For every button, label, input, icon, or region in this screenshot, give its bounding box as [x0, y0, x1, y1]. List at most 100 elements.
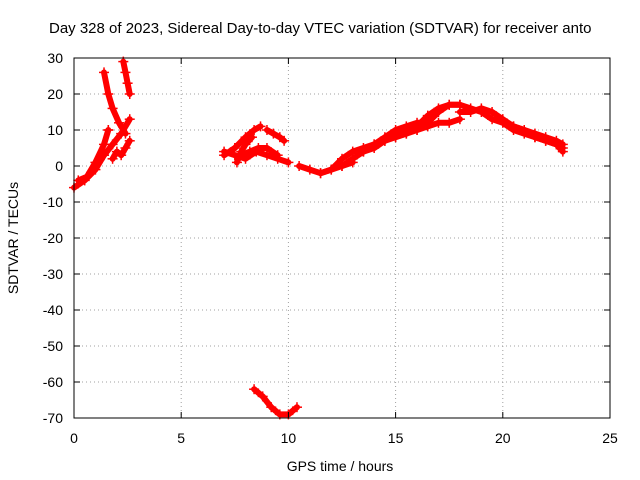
data-point — [255, 121, 266, 132]
data-point — [326, 164, 337, 175]
data-series-arc-18 — [508, 121, 568, 150]
data-point — [266, 402, 277, 413]
y-tick-label: 10 — [47, 122, 63, 138]
data-point — [99, 67, 110, 78]
data-point — [253, 143, 264, 153]
data-point — [120, 128, 131, 139]
data-series-arc-10 — [261, 125, 290, 146]
data-point — [249, 384, 260, 395]
data-point — [283, 157, 294, 168]
data-point — [433, 107, 444, 117]
y-tick-label: -40 — [43, 302, 63, 318]
x-tick-label: 5 — [177, 430, 185, 446]
data-point — [508, 121, 519, 132]
data-point — [124, 114, 135, 125]
data-point — [114, 117, 125, 128]
data-point — [412, 125, 423, 135]
data-point — [103, 125, 114, 135]
y-tick-label: -70 — [43, 410, 63, 426]
data-point — [465, 107, 476, 117]
data-point — [304, 164, 315, 175]
series-line — [264, 127, 288, 144]
data-point — [90, 157, 101, 168]
y-tick-label: -20 — [43, 230, 63, 246]
data-point — [107, 139, 118, 150]
data-point — [291, 402, 302, 413]
data-point — [236, 146, 247, 157]
data-point — [519, 125, 530, 135]
data-point — [107, 103, 118, 114]
data-point — [497, 114, 508, 125]
data-point — [229, 143, 240, 153]
data-point — [347, 153, 358, 164]
data-point — [231, 157, 242, 168]
series-line — [120, 58, 133, 97]
data-point — [124, 89, 135, 99]
data-point — [124, 135, 135, 146]
data-point — [272, 150, 283, 161]
data-point — [315, 168, 326, 179]
chart-title: Day 328 of 2023, Sidereal Day-to-day VTE… — [49, 20, 591, 37]
data-point — [279, 135, 290, 146]
y-axis-label: SDTVAR / TECUs — [5, 182, 21, 294]
data-point — [444, 117, 455, 128]
y-tick-label: -10 — [43, 194, 63, 210]
data-point — [120, 143, 131, 153]
data-point — [107, 153, 118, 164]
x-tick-label: 15 — [388, 430, 404, 446]
data-point — [487, 107, 498, 117]
x-tick-label: 25 — [602, 430, 618, 446]
data-point — [103, 89, 114, 99]
series-line — [251, 386, 300, 418]
data-point — [246, 132, 257, 143]
ticks: 0 5 10 15 20 25 -70 -60 -50 -40 -30 -20 -10 0 10 20 30 — [43, 50, 618, 446]
data-point — [401, 128, 412, 139]
data-point — [422, 117, 433, 128]
x-tick-label: 20 — [495, 430, 511, 446]
data-point — [444, 99, 455, 110]
data-series-arc-3 — [99, 67, 131, 139]
data-series-arc-7 — [219, 121, 266, 161]
data-point — [529, 128, 540, 139]
y-tick-label: -60 — [43, 374, 63, 390]
y-tick-label: 20 — [47, 86, 63, 102]
data-point — [122, 78, 133, 89]
data-point — [294, 161, 305, 171]
data-point — [337, 161, 347, 171]
data-point — [219, 150, 230, 161]
data-point — [249, 125, 260, 135]
data-point — [73, 175, 84, 186]
data-point — [268, 128, 279, 139]
data-point — [540, 132, 551, 143]
data-series-arc-2 — [73, 125, 114, 186]
series-group — [69, 56, 568, 420]
data-point — [551, 135, 562, 146]
x-tick-label: 0 — [70, 430, 78, 446]
data-point — [557, 139, 568, 150]
data-series-arc-9 — [231, 132, 257, 168]
data-point — [81, 171, 92, 182]
data-series-arc-4 — [118, 56, 135, 99]
y-tick-label: 30 — [47, 50, 63, 66]
x-tick-label: 10 — [281, 430, 297, 446]
data-point — [244, 146, 255, 157]
data-point — [240, 139, 251, 150]
data-point — [379, 132, 390, 143]
data-series-arc-5 — [107, 135, 135, 164]
y-tick-label: -30 — [43, 266, 63, 282]
data-point — [433, 117, 444, 128]
data-point — [120, 67, 131, 78]
data-point — [358, 146, 369, 157]
data-point — [99, 139, 110, 150]
x-axis-label: GPS time / hours — [287, 458, 394, 474]
data-point — [261, 125, 272, 135]
data-point — [116, 150, 127, 161]
series-line — [233, 134, 255, 166]
y-tick-label: -50 — [43, 338, 63, 354]
y-tick-label: 0 — [55, 158, 63, 174]
data-point — [390, 132, 401, 143]
data-point — [369, 139, 380, 150]
data-point — [257, 391, 268, 402]
